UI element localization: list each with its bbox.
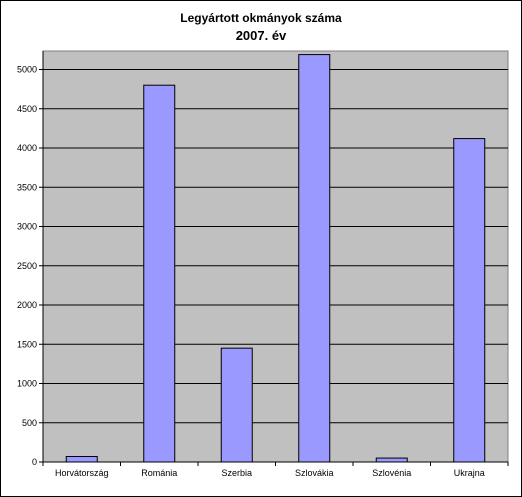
y-tick-label: 2500 bbox=[17, 261, 37, 271]
x-tick-label: Ukrajna bbox=[454, 468, 485, 478]
y-tick-label: 3000 bbox=[17, 222, 37, 232]
bar bbox=[298, 54, 331, 463]
bar bbox=[220, 347, 253, 463]
bar bbox=[65, 456, 98, 463]
y-tick-label: 1500 bbox=[17, 339, 37, 349]
y-tick-label: 5000 bbox=[17, 65, 37, 75]
y-tick-label: 1000 bbox=[17, 379, 37, 389]
bar bbox=[143, 84, 176, 463]
chart-subtitle: 2007. év bbox=[235, 28, 287, 43]
chart-title: Legyártott okmányok száma bbox=[180, 11, 342, 25]
y-tick-label: 4000 bbox=[17, 143, 37, 153]
x-tick-label: Szerbia bbox=[221, 468, 252, 478]
x-tick-label: Szlovákia bbox=[295, 468, 334, 478]
bar bbox=[453, 138, 486, 463]
x-tick-label: Horvátország bbox=[55, 468, 109, 478]
bar bbox=[375, 457, 408, 463]
y-tick-label: 4500 bbox=[17, 104, 37, 114]
y-tick-label: 2000 bbox=[17, 300, 37, 310]
y-tick-label: 0 bbox=[32, 457, 37, 467]
x-tick-label: Románia bbox=[141, 468, 177, 478]
plot-area bbox=[42, 50, 509, 463]
x-tick-label: Szlovénia bbox=[372, 468, 411, 478]
y-tick-label: 500 bbox=[22, 418, 37, 428]
y-tick-label: 3500 bbox=[17, 182, 37, 192]
